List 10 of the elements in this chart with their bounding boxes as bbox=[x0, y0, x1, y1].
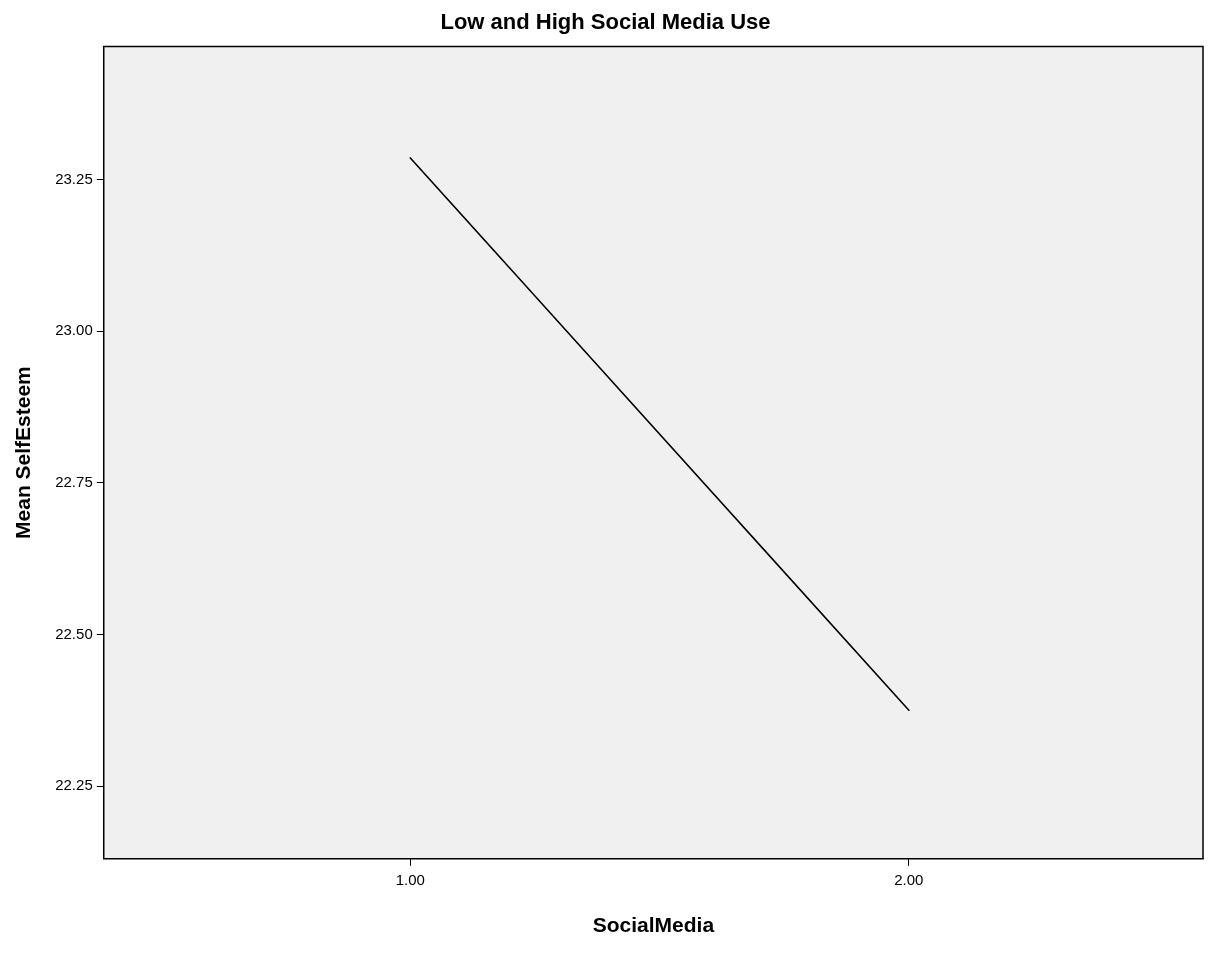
y-tick-label: 22.75 bbox=[55, 473, 93, 491]
x-tick-label: 2.00 bbox=[894, 870, 924, 888]
chart-title: Low and High Social Media Use bbox=[440, 9, 771, 35]
y-tick-label: 23.25 bbox=[55, 169, 93, 187]
y-tick-label: 22.25 bbox=[55, 776, 93, 794]
x-axis-title: SocialMedia bbox=[592, 913, 715, 937]
y-tick-label: 23.00 bbox=[55, 321, 93, 339]
x-tick-label: 1.00 bbox=[395, 870, 425, 888]
y-tick-label: 22.50 bbox=[55, 624, 93, 642]
y-axis-title: Mean SelfEsteem bbox=[11, 366, 35, 539]
